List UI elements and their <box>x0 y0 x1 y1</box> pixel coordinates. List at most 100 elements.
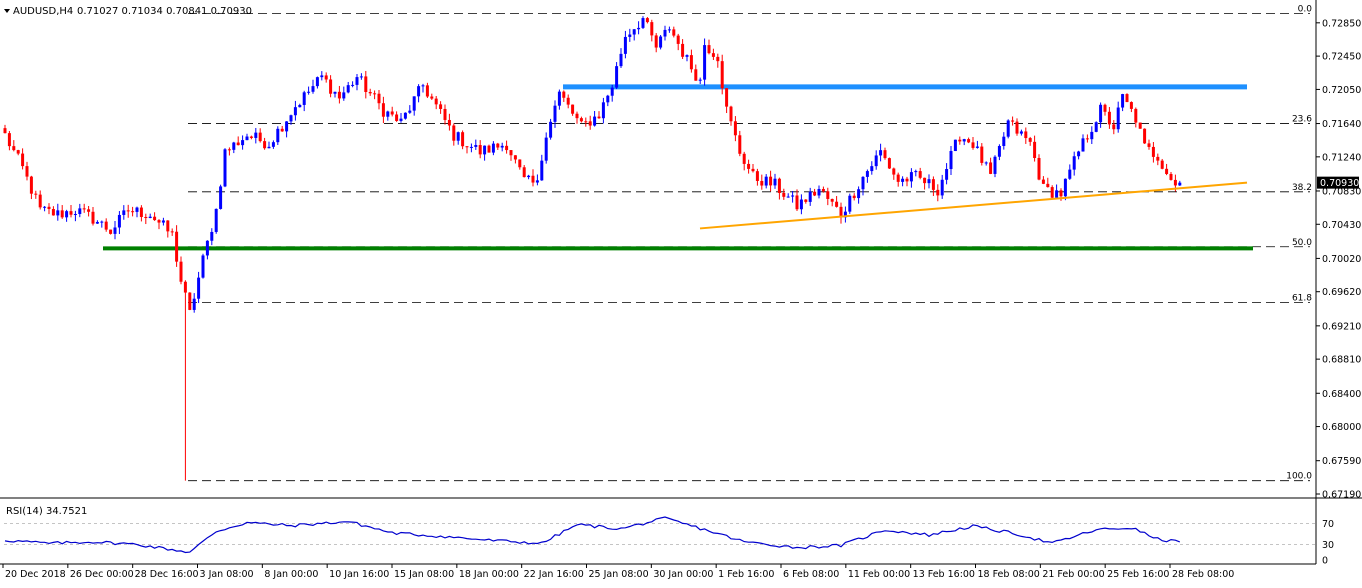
candle-body <box>373 93 377 95</box>
candle-body <box>47 206 51 210</box>
candle-body <box>210 231 214 241</box>
candle-body <box>667 29 671 31</box>
candle-body <box>1085 138 1089 140</box>
candle-body <box>205 240 209 256</box>
time-tick-label: 13 Feb 16:00 <box>913 569 975 580</box>
candle-body <box>412 96 416 111</box>
candle-body <box>584 121 588 123</box>
time-tick-label: 20 Dec 2018 <box>5 569 66 580</box>
candle-body <box>148 216 152 219</box>
candle-body <box>474 145 478 147</box>
candle-body <box>601 102 605 119</box>
candle-body <box>430 96 434 99</box>
candle-body <box>271 142 275 147</box>
candle-body <box>421 85 425 87</box>
candle-body <box>223 149 227 187</box>
candle-body <box>496 143 500 148</box>
candle-body <box>87 209 91 212</box>
candle-body <box>25 166 29 177</box>
candle-body <box>703 45 707 80</box>
candle-body <box>456 132 460 141</box>
time-tick-label: 18 Feb 08:00 <box>978 569 1040 580</box>
candle-body <box>324 75 328 80</box>
candle-body <box>852 195 856 199</box>
candle-body <box>879 150 883 156</box>
candle-body <box>729 106 733 122</box>
candle-body <box>192 298 196 310</box>
candle-body <box>1116 107 1120 130</box>
candle-body <box>1011 120 1015 122</box>
candle-body <box>43 206 47 208</box>
dropdown-arrow-icon[interactable] <box>4 9 10 13</box>
candle-body <box>1068 169 1072 179</box>
candle-body <box>434 98 438 105</box>
candle-body <box>170 231 174 233</box>
candle-body <box>984 162 988 164</box>
candle-body <box>839 206 843 218</box>
candle-body <box>865 171 869 177</box>
candle-body <box>923 177 927 184</box>
trendline <box>699 181 1248 230</box>
candle-body <box>1125 94 1129 103</box>
candle-body <box>1151 146 1155 157</box>
candle-body <box>720 61 724 89</box>
candle-body <box>698 79 702 81</box>
candle-body <box>408 110 412 113</box>
time-tick-label: 8 Jan 00:00 <box>264 569 318 580</box>
candle-body <box>962 139 966 142</box>
candle-body <box>469 146 473 148</box>
candle-body <box>641 18 645 28</box>
candle-body <box>329 79 333 94</box>
candle-body <box>566 97 570 105</box>
candle-body <box>487 145 491 153</box>
candle-body <box>144 216 148 219</box>
candle-body <box>280 128 284 132</box>
candle-body <box>623 36 627 54</box>
candle-body <box>381 103 385 117</box>
candle-body <box>645 18 649 23</box>
candle-body <box>333 91 337 94</box>
rsi-tick-label: 0 <box>1322 556 1328 567</box>
candle-body <box>342 92 346 99</box>
candle-body <box>575 113 579 119</box>
candle-body <box>997 145 1001 157</box>
candle-body <box>7 133 11 147</box>
candle-body <box>887 158 891 169</box>
candle-body <box>1099 104 1103 123</box>
candle-body <box>505 145 509 151</box>
candle-body <box>927 179 931 184</box>
candle-body <box>597 116 601 119</box>
price-tick-label: 0.69620 <box>1322 287 1361 298</box>
candle-body <box>439 104 443 109</box>
candle-body <box>1112 124 1116 130</box>
price-tick-label: 0.68400 <box>1322 389 1361 400</box>
candle-body <box>1121 94 1125 108</box>
candle-body <box>34 193 38 195</box>
candle-body <box>355 77 359 85</box>
candle-body <box>417 86 421 97</box>
rsi-tick-label: 70 <box>1322 519 1334 530</box>
candle-body <box>60 210 64 218</box>
candle-body <box>161 220 165 223</box>
candle-body <box>122 210 126 215</box>
candle-body <box>267 146 271 149</box>
candle-body <box>386 111 390 117</box>
candle-body <box>465 146 469 148</box>
candle-body <box>813 191 817 196</box>
candle-body <box>95 221 99 224</box>
candle-body <box>632 29 636 35</box>
candle-body <box>227 149 231 151</box>
candle-body <box>650 22 654 36</box>
candle-body <box>1050 187 1054 198</box>
candle-body <box>914 171 918 173</box>
candle-body <box>1147 143 1151 147</box>
candle-body <box>16 150 20 154</box>
candle-body <box>1015 121 1019 134</box>
candle-body <box>892 168 896 175</box>
candle-body <box>557 91 561 106</box>
candle-body <box>821 188 825 192</box>
candle-body <box>491 143 495 153</box>
candle-body <box>232 142 236 150</box>
candle-body <box>918 171 922 178</box>
